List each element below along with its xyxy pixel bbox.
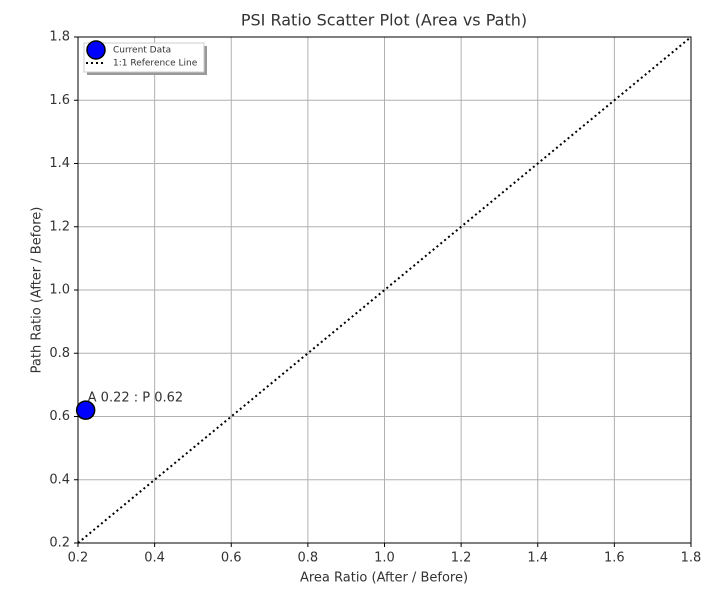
x-tick-label: 1.4: [527, 551, 548, 566]
x-tick-label: 0.4: [144, 551, 165, 566]
x-tick-label: 1.0: [374, 551, 395, 566]
data-point: [75, 400, 96, 420]
y-tick-label: 0.2: [49, 536, 70, 551]
legend-label: 1:1 Reference Line: [113, 59, 198, 69]
x-tick-label: 0.8: [298, 551, 319, 566]
y-tick-label: 1.6: [49, 93, 70, 108]
y-tick-label: 1.2: [49, 219, 70, 234]
x-tick-label: 1.6: [604, 551, 625, 566]
x-axis-label: Area Ratio (After / Before): [300, 571, 468, 586]
point-annotation: A 0.22 : P 0.62: [88, 391, 184, 406]
y-tick-label: 1.8: [49, 30, 70, 45]
plot-frame: [77, 36, 692, 544]
y-tick-label: 0.8: [49, 346, 70, 361]
x-tick-label: 0.2: [68, 551, 89, 566]
y-tick-label: 0.4: [49, 472, 70, 487]
x-tick-label: 1.2: [451, 551, 472, 566]
y-axis-label: Path Ratio (After / Before): [30, 207, 45, 374]
y-tick-label: 1.0: [49, 283, 70, 298]
y-tick-label: 1.4: [49, 156, 70, 171]
legend-label: Current Data: [113, 46, 171, 56]
legend-marker: [86, 40, 106, 60]
y-tick-label: 0.6: [49, 409, 70, 424]
x-tick-label: 1.8: [681, 551, 702, 566]
chart-title: PSI Ratio Scatter Plot (Area vs Path): [241, 11, 527, 30]
x-tick-label: 0.6: [221, 551, 242, 566]
